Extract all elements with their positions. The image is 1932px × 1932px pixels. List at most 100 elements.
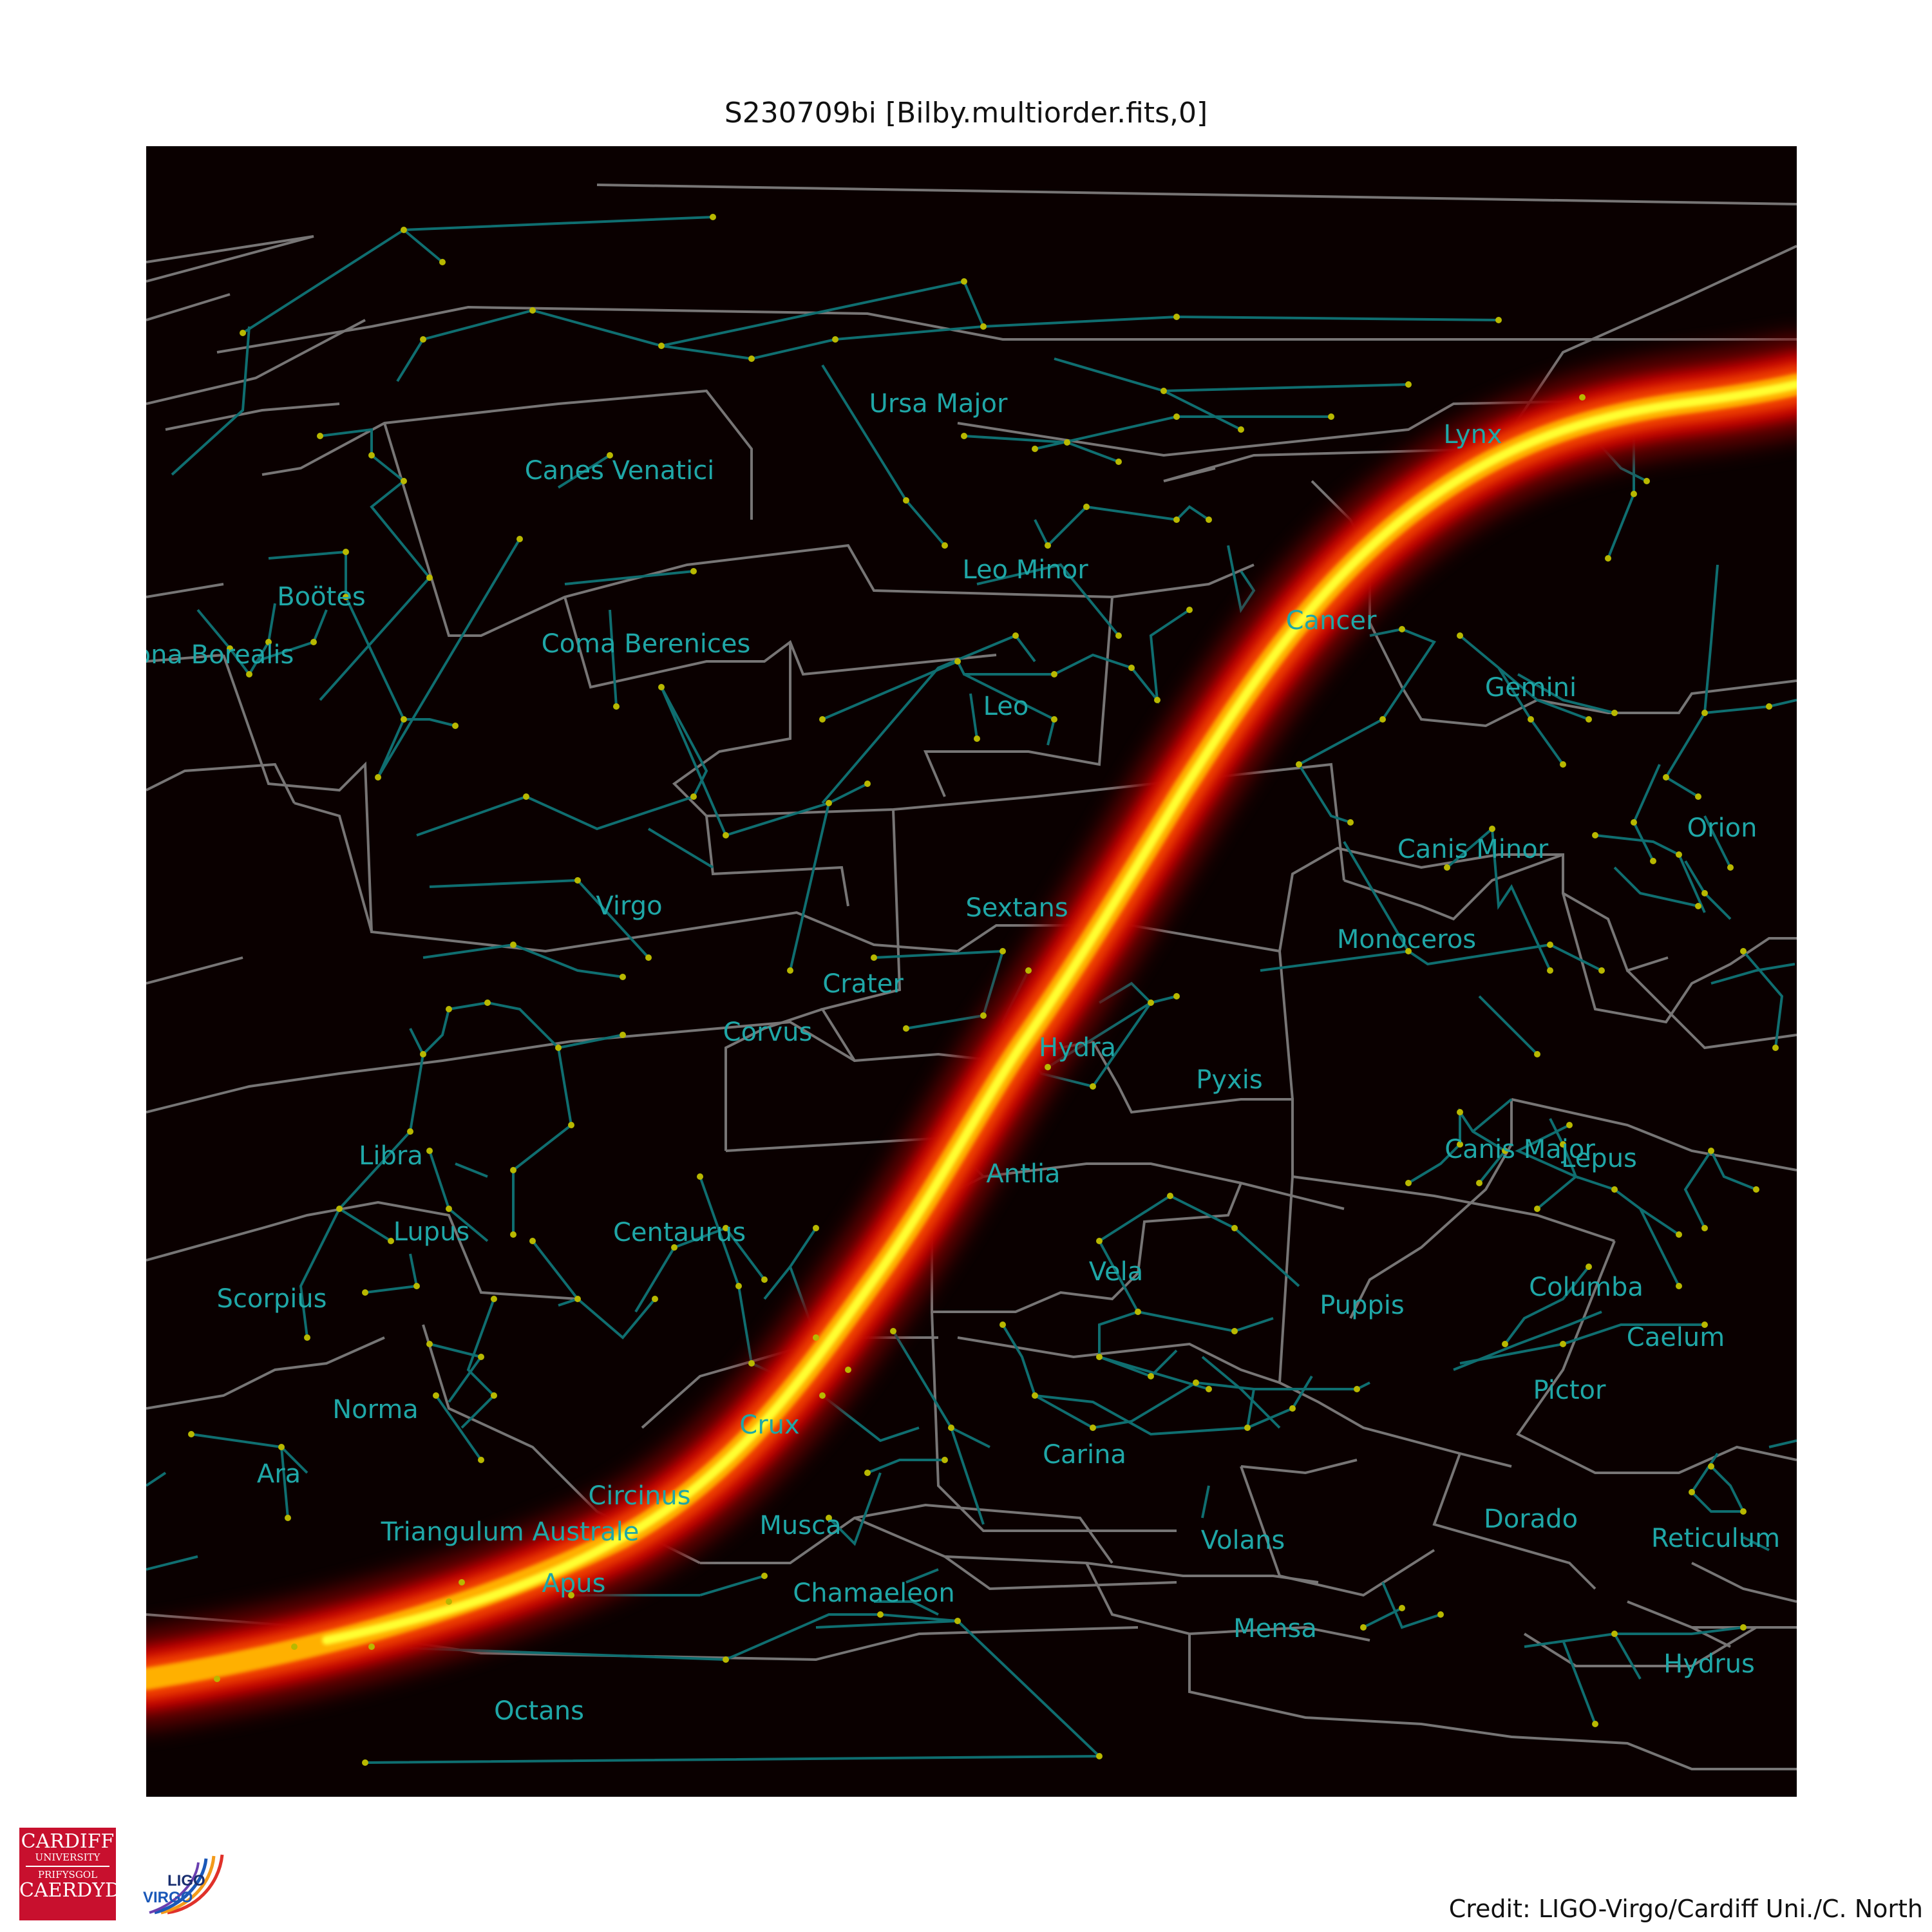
stick-figure: [557, 454, 694, 707]
star: [1360, 1624, 1367, 1631]
star: [1379, 716, 1386, 723]
star: [491, 1392, 497, 1399]
boundary-line: [1278, 846, 1669, 972]
boundary-line: [705, 815, 849, 907]
star: [1090, 1425, 1096, 1431]
star: [1650, 858, 1656, 864]
star: [1444, 864, 1450, 871]
star: [1708, 1463, 1714, 1470]
stick-figure: [1446, 826, 1551, 971]
star: [864, 1470, 871, 1476]
star: [420, 1051, 426, 1057]
boundary-line: [1562, 893, 1797, 1024]
star: [1045, 542, 1051, 549]
star: [336, 1206, 343, 1212]
star: [1586, 716, 1592, 723]
star: [516, 536, 523, 542]
star: [1753, 1186, 1759, 1193]
star: [1701, 710, 1708, 716]
star: [278, 1444, 285, 1450]
star: [1154, 697, 1160, 703]
star: [510, 1231, 516, 1238]
star: [1631, 491, 1637, 497]
star: [1160, 388, 1167, 394]
star: [1766, 703, 1772, 710]
star: [459, 1579, 465, 1586]
star: [826, 1515, 832, 1521]
star: [903, 497, 909, 504]
stick-figure: [1227, 545, 1256, 614]
boundary-line: [146, 184, 1797, 354]
star: [1173, 993, 1180, 999]
star: [574, 877, 581, 884]
label-antlia: Antlia: [986, 1159, 1061, 1189]
stick-figure: [146, 1472, 198, 1571]
star: [426, 1148, 433, 1154]
label-mensa: Mensa: [1233, 1614, 1317, 1643]
label-monoceros: Monoceros: [1336, 925, 1477, 954]
boundary-line: [700, 1503, 1113, 1564]
star: [1167, 1193, 1173, 1199]
label-caelum: Caelum: [1626, 1323, 1725, 1352]
label-orion: Orion: [1687, 813, 1757, 843]
stick-figure: [1034, 505, 1210, 548]
label-lynx: Lynx: [1443, 420, 1502, 450]
label-hydra: Hydra: [1038, 1033, 1117, 1063]
label-virgo: Virgo: [596, 891, 663, 921]
star: [1399, 1605, 1405, 1611]
star: [954, 658, 961, 665]
skymap-probability-band: [146, 336, 1797, 1727]
star: [1148, 999, 1154, 1006]
star: [1231, 1328, 1238, 1334]
star: [343, 594, 349, 600]
label-puppis: Puppis: [1320, 1291, 1405, 1320]
star: [1772, 1045, 1779, 1051]
star: [317, 433, 323, 439]
star: [1701, 1321, 1708, 1328]
star: [1663, 774, 1669, 781]
label-dorado: Dorado: [1483, 1504, 1578, 1534]
page-title: S230709bi [Bilby.multiorder.fits,0]: [724, 97, 1208, 129]
label-vela: Vela: [1088, 1257, 1144, 1287]
stick-figure: [1710, 963, 1795, 985]
star: [942, 542, 948, 549]
star: [188, 1431, 194, 1437]
star: [1605, 555, 1611, 562]
boundary-line: [146, 1020, 856, 1113]
star: [890, 1328, 896, 1334]
label-centaurus: Centaurus: [612, 1218, 746, 1247]
boundary-line: [146, 1200, 578, 1300]
stick-figure: [416, 687, 868, 971]
star: [948, 1425, 954, 1431]
label-chamaeleon: Chamaeleon: [793, 1578, 955, 1608]
star: [1032, 446, 1038, 452]
boundary-line: [1627, 1600, 1797, 1648]
band-core: [322, 380, 1797, 1645]
star: [246, 671, 252, 677]
star: [1502, 1341, 1508, 1347]
star: [1547, 967, 1553, 974]
star: [1244, 1425, 1251, 1431]
star: [761, 1573, 768, 1579]
star: [555, 1045, 562, 1051]
label-apus: Apus: [542, 1569, 606, 1598]
label-norma: Norma: [332, 1395, 419, 1425]
boundary-line: [1137, 1182, 1242, 1274]
star: [1566, 1122, 1573, 1128]
boundary-line: [146, 762, 373, 985]
stick-figure: [487, 1001, 623, 1235]
star: [265, 639, 272, 645]
star: [1096, 1238, 1103, 1244]
star: [1405, 948, 1412, 954]
star: [671, 1244, 677, 1251]
star: [819, 1392, 826, 1399]
stick-figure: [1524, 1626, 1744, 1725]
star: [1399, 626, 1405, 632]
star: [401, 716, 407, 723]
boundary-line: [1511, 1098, 1797, 1171]
stars: [188, 214, 1779, 1766]
label-lepus: Lepus: [1561, 1144, 1637, 1173]
star: [1289, 1405, 1296, 1412]
star: [484, 999, 491, 1006]
stick-figure: [299, 1001, 488, 1338]
